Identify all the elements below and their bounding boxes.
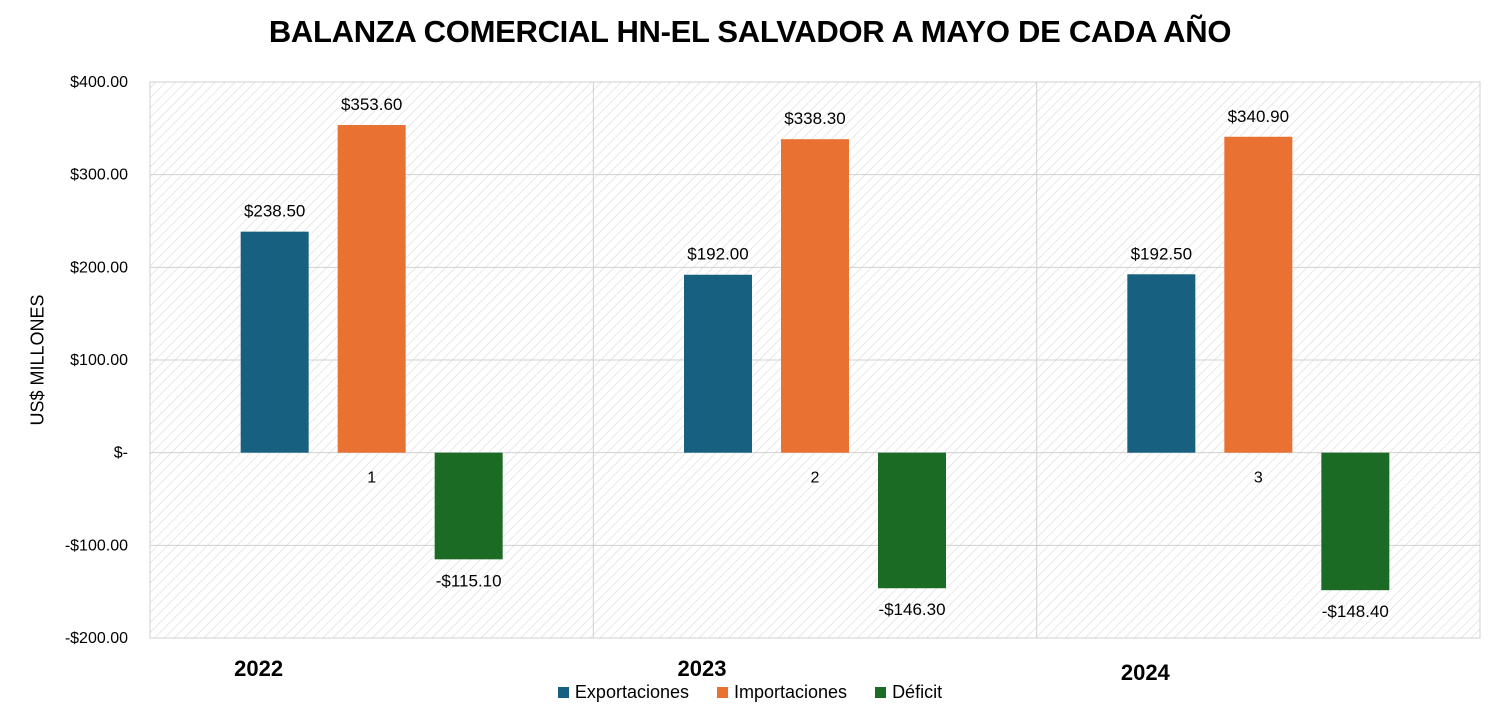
year-label: 2023 [677,656,727,681]
bar-dficit-2023 [878,452,946,589]
data-label: -$148.40 [1322,602,1389,621]
data-label: $340.90 [1228,107,1289,126]
bar-importaciones-2022 [337,124,406,453]
y-tick-label: $300.00 [70,167,128,184]
y-tick-label: -$100.00 [65,537,128,554]
data-label: $192.00 [687,245,748,264]
legend-label: Exportaciones [574,682,689,702]
data-label: -$115.10 [436,571,502,590]
legend-swatch [557,687,569,698]
legend-swatch [717,687,728,698]
y-tick-label: $200.00 [70,259,128,276]
data-label: $353.60 [341,95,402,114]
bar-dficit-2024 [1321,452,1390,591]
x-tick-label: 1 [367,470,376,487]
bar-exportaciones-2022 [240,231,309,453]
data-label: $238.50 [244,202,305,221]
data-label: $338.30 [784,109,845,128]
x-tick-label: 3 [1254,470,1263,487]
legend-item: Importaciones [717,682,847,703]
chart-title: BALANZA COMERCIAL HN-EL SALVADOR A MAYO … [268,14,1232,49]
legend-label: Déficit [892,682,943,702]
y-tick-label: -$200.00 [65,630,128,647]
bar-exportaciones-2023 [684,274,752,453]
legend-label: Importaciones [734,682,848,702]
year-label: 2024 [1120,660,1170,685]
bar-exportaciones-2024 [1127,274,1196,453]
bar-importaciones-2024 [1224,136,1293,453]
year-label: 2022 [234,656,284,681]
bar-importaciones-2023 [781,139,849,453]
legend: Exportaciones Importaciones Déficit [0,682,1500,703]
legend-item: Déficit [875,682,942,703]
y-tick-label: $400.00 [70,74,128,91]
x-tick-label: 2 [811,470,820,487]
data-label: $192.50 [1131,244,1192,263]
legend-swatch [875,687,887,698]
y-tick-label: $- [114,445,128,462]
y-tick-label: $100.00 [70,352,128,369]
bar-dficit-2022 [434,452,503,560]
data-label: -$146.30 [878,600,945,619]
legend-item: Exportaciones [557,682,689,703]
